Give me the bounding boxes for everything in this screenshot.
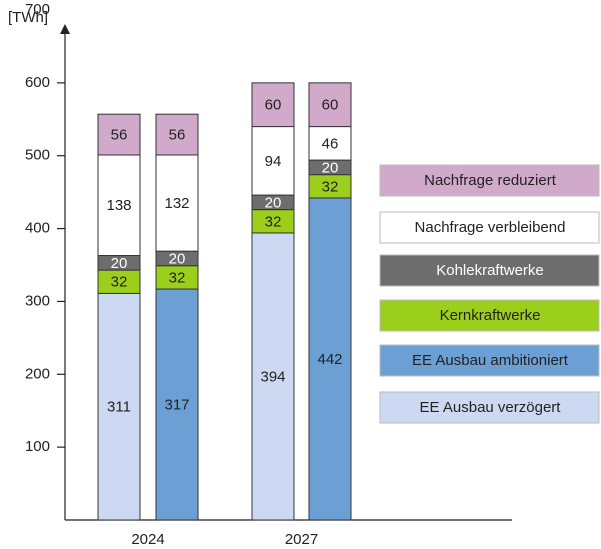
- bar-value-label: 20: [169, 250, 186, 267]
- bar-value-label: 138: [106, 197, 131, 214]
- bar-segment: [251, 232, 295, 521]
- x-tick-label: 2024: [131, 531, 164, 548]
- y-tick-label: 300: [25, 292, 50, 309]
- legend-box: [379, 164, 600, 197]
- bar-value-label: 442: [317, 351, 342, 368]
- bar-segment: [155, 113, 199, 156]
- y-tick-label: 100: [25, 438, 50, 455]
- bar-value-label: 56: [169, 127, 186, 144]
- bar-value-label: 94: [265, 153, 282, 170]
- legend-box: [379, 391, 600, 424]
- bar-segment: [155, 154, 199, 252]
- y-tick-label: 200: [25, 365, 50, 382]
- bar-segment: [308, 126, 352, 161]
- bar-segment: [308, 197, 352, 521]
- bar-value-label: 20: [265, 194, 282, 211]
- legend-box: [379, 254, 600, 287]
- legend-label: EE Ausbau ambitioniert: [412, 352, 569, 369]
- bar-value-label: 32: [169, 269, 186, 286]
- legend-label: Nachfrage verbleibend: [415, 219, 566, 236]
- bar-value-label: 132: [164, 195, 189, 212]
- bar-value-label: 394: [260, 368, 285, 385]
- legend-label: EE Ausbau verzögert: [420, 399, 562, 416]
- bar-segment: [155, 288, 199, 521]
- x-tick-label: 2027: [285, 531, 318, 548]
- bar-value-label: 56: [111, 127, 128, 144]
- bar-value-label: 20: [111, 255, 128, 272]
- y-tick-label: 600: [25, 74, 50, 91]
- bar-value-label: 60: [322, 97, 339, 114]
- bar-segment: [251, 126, 295, 196]
- y-axis-arrow: [60, 24, 70, 34]
- bar-value-label: 32: [111, 274, 128, 291]
- y-axis-label: [TWh]: [8, 9, 48, 26]
- legend-label: Nachfrage reduziert: [424, 172, 557, 189]
- legend-label: Kernkraftwerke: [440, 307, 541, 324]
- bar-segment: [97, 154, 141, 257]
- bar-value-label: 60: [265, 97, 282, 114]
- bar-segment: [251, 82, 295, 128]
- bar-segment: [97, 113, 141, 156]
- bar-value-label: 32: [322, 178, 339, 195]
- y-tick-label: 700: [25, 1, 50, 18]
- legend-box: [379, 211, 600, 244]
- bar-value-label: 20: [322, 159, 339, 176]
- bar-value-label: 32: [265, 213, 282, 230]
- legend-label: Kohlekraftwerke: [436, 262, 544, 279]
- bar-value-label: 317: [164, 396, 189, 413]
- bar-value-label: 46: [322, 135, 339, 152]
- legend-box: [379, 344, 600, 377]
- legend-box: [379, 299, 600, 332]
- bar-value-label: 311: [107, 399, 131, 416]
- y-tick-label: 500: [25, 147, 50, 164]
- bar-segment: [308, 82, 352, 128]
- y-tick-label: 400: [25, 220, 50, 237]
